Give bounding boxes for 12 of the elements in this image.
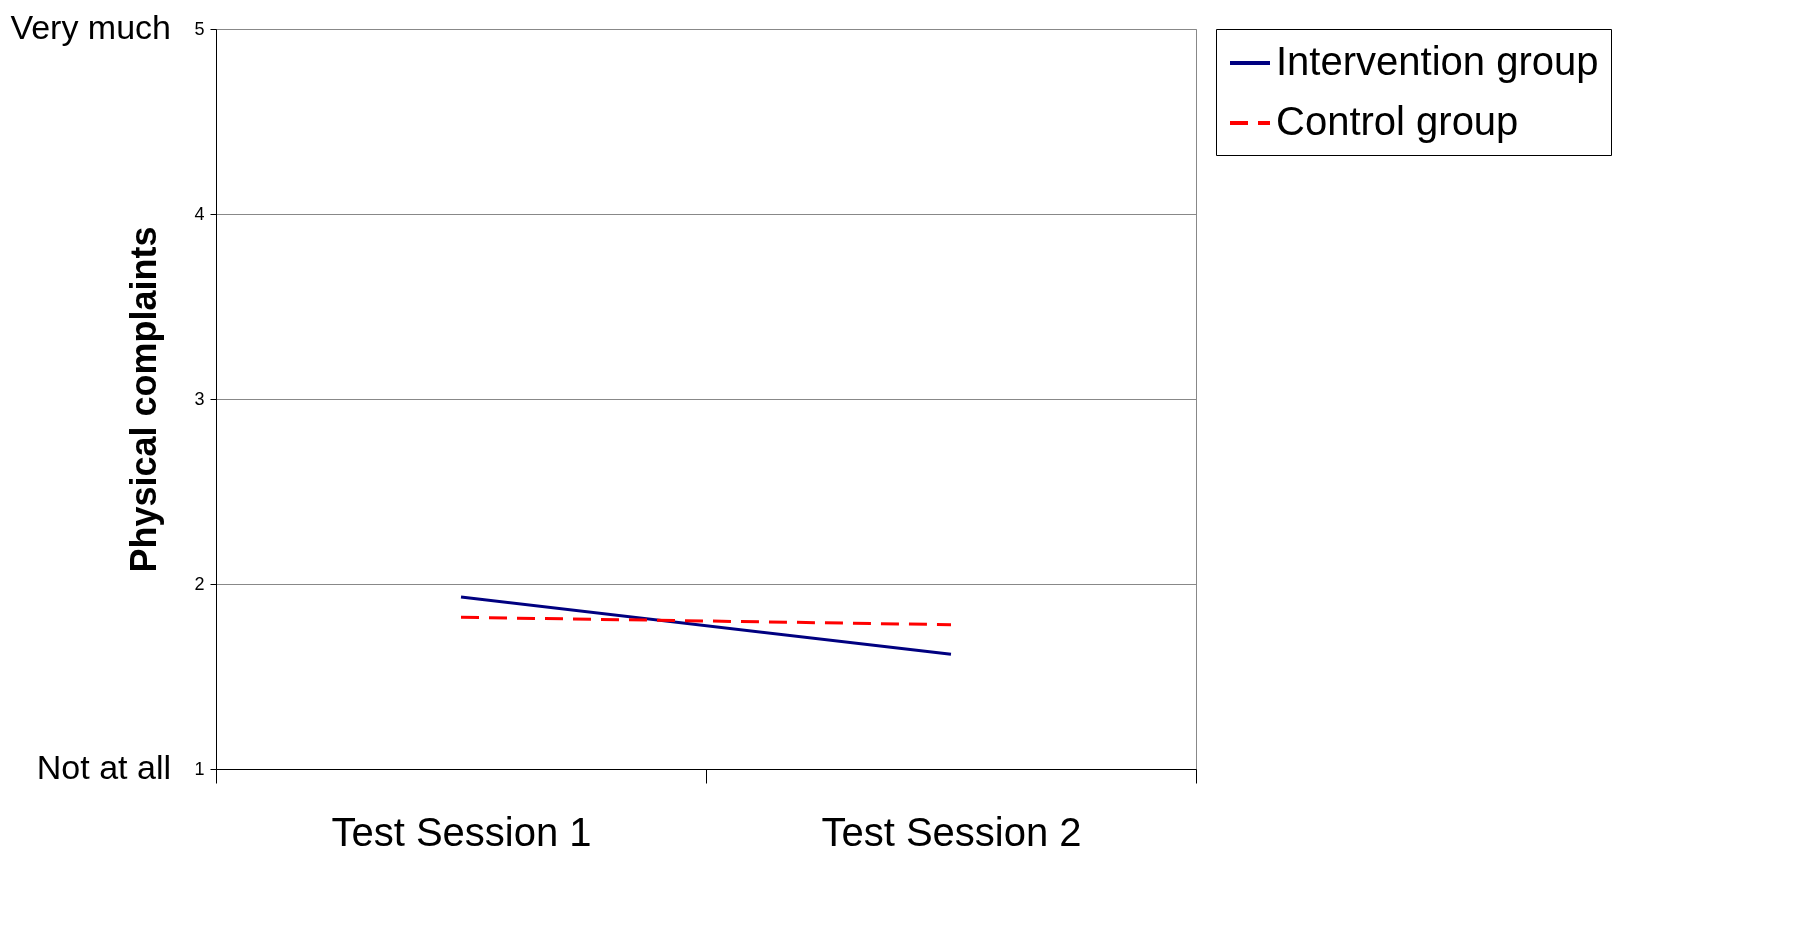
y-tick-label: 1: [194, 758, 205, 779]
y-tick-label: 2: [194, 573, 205, 594]
text: Not at all: [36, 748, 171, 786]
y-tick-label: 3: [194, 388, 205, 409]
y-tick-label: 4: [194, 203, 205, 224]
y-tick-label: 5: [194, 18, 205, 39]
text: Very much: [10, 8, 171, 46]
x-tick-label: Test Session 2: [821, 809, 1082, 854]
legend-label: Control group: [1276, 99, 1519, 143]
legend-label: Intervention group: [1276, 39, 1599, 83]
y-axis-title: Physical complaints: [123, 226, 165, 573]
x-tick-label: Test Session 1: [331, 809, 592, 854]
